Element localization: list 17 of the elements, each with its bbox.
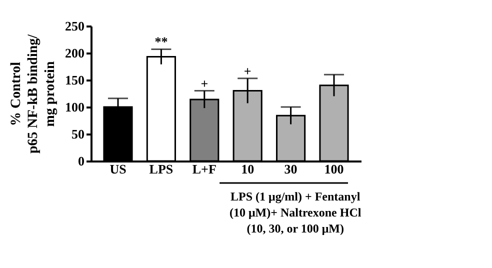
x-tick-label: L+F: [192, 162, 216, 176]
y-tick-label: 0: [78, 154, 84, 168]
x-tick-label: 100: [324, 162, 344, 176]
annotation: **: [154, 34, 168, 50]
x-tick-label: LPS: [149, 162, 174, 176]
y-tick-label: 250: [65, 18, 84, 34]
annotation: +: [200, 76, 208, 91]
annotation: +: [244, 63, 252, 78]
y-tick-label: 50: [72, 126, 84, 142]
x-tick-label: US: [110, 162, 126, 176]
x-tick-label: 10: [241, 162, 254, 176]
y-tick-label: 100: [65, 100, 84, 114]
x-tick-label: 30: [284, 162, 298, 176]
x-axis-title: LPS (1 μg/ml) + Fentanyl (10 μM)+ Naltrexone HCl (10, 30, or 100 μM): [229, 190, 362, 236]
y-axis-title: % Control p65 NF-kB binding/ mg protein: [9, 33, 58, 154]
y-tick-label: 200: [65, 46, 84, 60]
y-tick-label: 150: [65, 72, 84, 88]
